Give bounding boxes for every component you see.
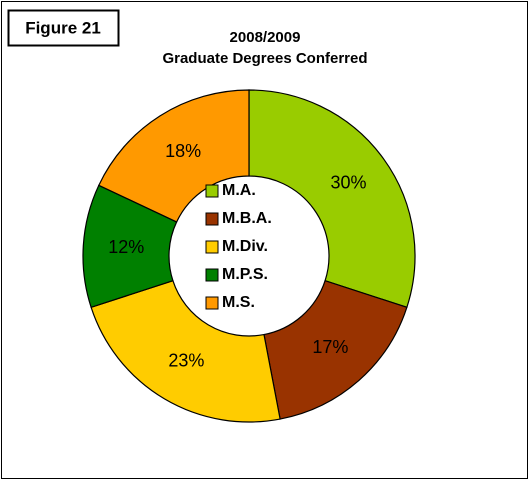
donut-segment [263,279,408,420]
legend-swatch [205,240,219,254]
donut-segment [248,89,416,309]
legend-label: M.P.S. [222,266,268,283]
chart-title: 2008/2009 [230,29,301,46]
legend-label: M.A. [222,182,256,199]
legend-swatch [205,212,219,226]
data-label: 18% [165,141,201,161]
legend-label: M.S. [222,294,255,311]
legend-swatch [205,268,219,282]
data-label: 17% [312,337,348,357]
data-label: 12% [108,237,144,257]
legend-swatch [205,184,219,198]
data-label: 30% [330,172,366,192]
donut-segment [98,89,250,223]
legend-swatch [205,296,219,310]
data-label: 23% [168,351,204,371]
chart-subtitle: Graduate Degrees Conferred [162,50,367,67]
figure-label: Figure 21 [25,18,101,37]
figure-label-box [7,9,120,47]
legend-label: M.B.A. [222,210,272,227]
donut-segment [90,279,281,423]
legend-label: M.Div. [222,238,268,255]
